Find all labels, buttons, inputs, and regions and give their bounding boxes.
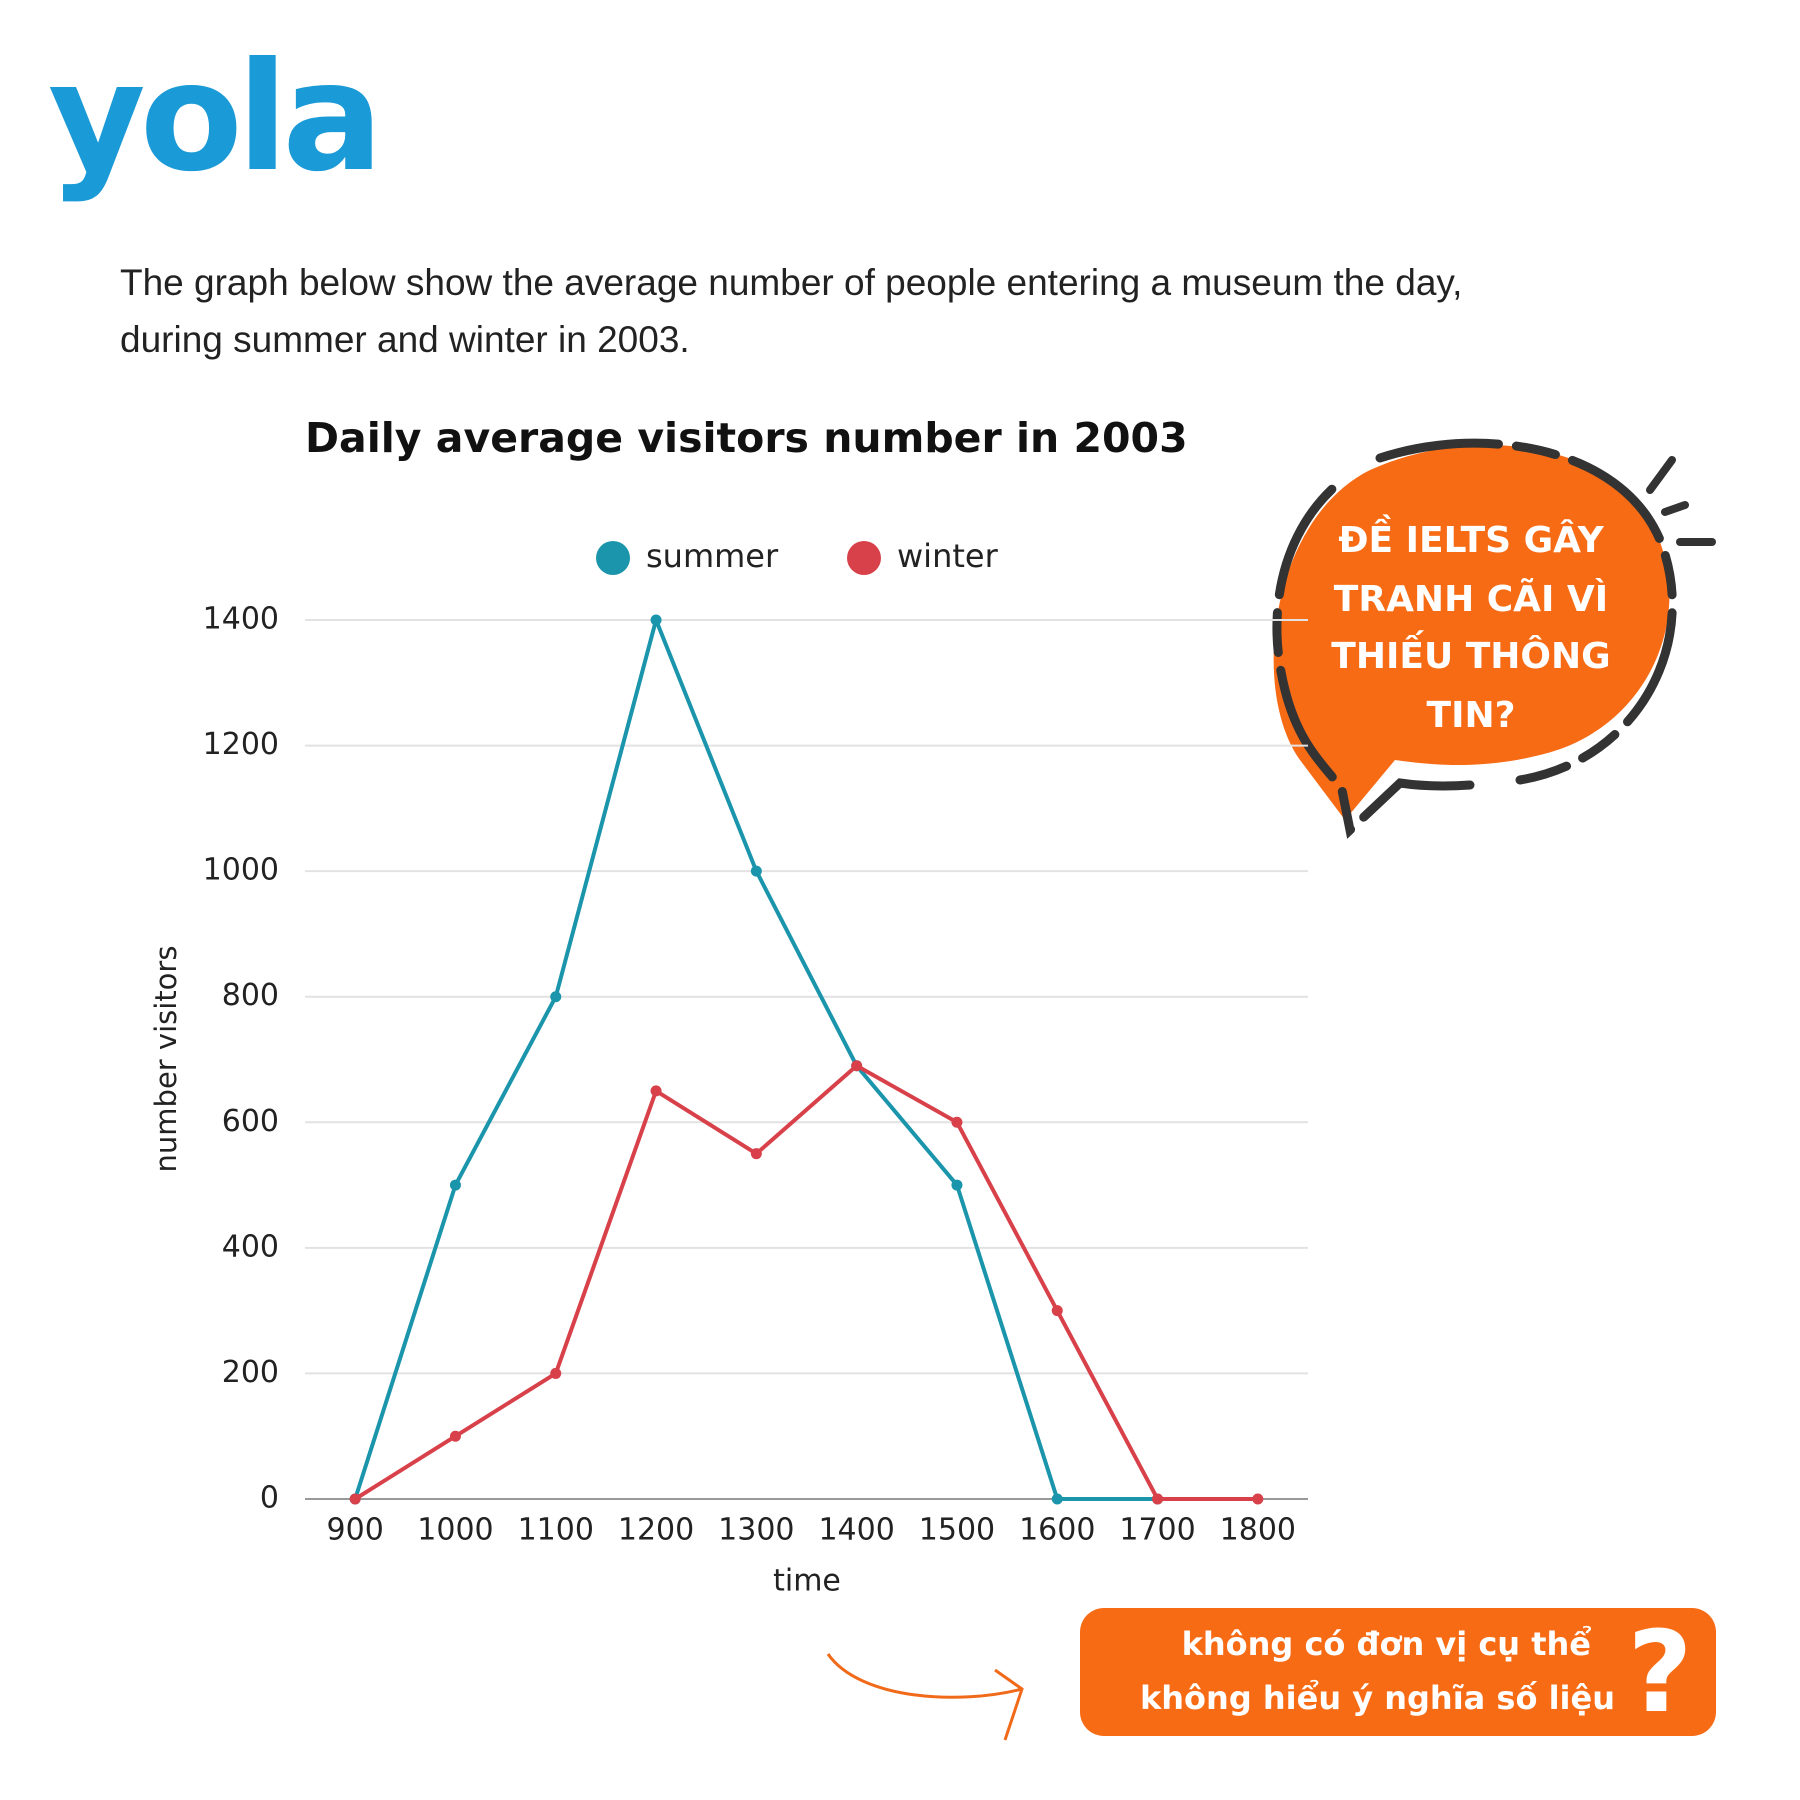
bubble-text: TIN? [1427, 695, 1516, 736]
x-tick-label: 1500 [919, 1513, 995, 1548]
bubble-text: TRANH CÃI VÌ [1334, 578, 1608, 620]
series-line [353, 618, 1158, 1501]
callout-mark: ? [1628, 1608, 1693, 1738]
series-line [354, 1063, 1258, 1501]
data-point [1051, 1493, 1063, 1505]
x-axis-title: time [773, 1564, 841, 1599]
chart-title: Daily average visitors number in 2003 [305, 414, 1188, 462]
callout: không có đơn vị cụ thể không hiểu ý nghĩ… [826, 1608, 1716, 1741]
y-tick-label: 200 [222, 1355, 279, 1390]
data-point [851, 1060, 863, 1072]
intro-line: during summer and winter in 2003. [120, 319, 690, 360]
legend-label: winter [897, 537, 999, 575]
y-tick-label: 1200 [203, 727, 279, 762]
x-tick-label: 1400 [818, 1513, 894, 1548]
legend-marker [847, 541, 881, 575]
legend-label: summer [646, 537, 779, 575]
data-point [1152, 1493, 1164, 1505]
y-tick-label: 600 [222, 1104, 279, 1139]
data-point [1252, 1493, 1264, 1505]
data-point [449, 1430, 461, 1442]
bubble-text: ĐỀ IELTS GÂY [1338, 514, 1604, 561]
intro-line: The graph below show the average number … [120, 262, 1462, 303]
data-point [550, 1367, 562, 1379]
logo: yola [48, 31, 377, 205]
x-tick-label: 1200 [618, 1513, 694, 1548]
y-axis-title: number visitors [149, 946, 183, 1173]
y-tick-label: 1000 [203, 853, 279, 888]
x-tick-label: 1800 [1220, 1513, 1296, 1548]
data-point [449, 1179, 461, 1191]
x-tick-label: 1100 [518, 1513, 594, 1548]
y-tick-label: 400 [222, 1229, 279, 1264]
legend-marker [596, 541, 630, 575]
data-point [550, 991, 562, 1003]
y-tick-label: 800 [222, 978, 279, 1013]
data-point [650, 1085, 662, 1097]
data-point [750, 1148, 762, 1160]
x-tick-label: 1300 [718, 1513, 794, 1548]
x-tick-label: 1600 [1019, 1513, 1095, 1548]
data-point [1051, 1305, 1063, 1317]
y-tick-label: 0 [260, 1481, 279, 1516]
y-tick-label: 1400 [203, 602, 279, 637]
callout-text: không hiểu ý nghĩa số liệu [1140, 1679, 1615, 1717]
speech-bubble: ĐỀ IELTS GÂY TRANH CÃI VÌ THIẾU THÔNG TI… [1272, 438, 1716, 839]
x-tick-label: 1700 [1119, 1513, 1195, 1548]
x-tick-label: 900 [327, 1513, 384, 1548]
callout-text: không có đơn vị cụ thể [1182, 1625, 1592, 1663]
data-point [750, 865, 762, 877]
x-tick-label: 1000 [417, 1513, 493, 1548]
data-point [951, 1116, 963, 1128]
data-point [951, 1179, 963, 1191]
bubble-text: THIẾU THÔNG [1331, 630, 1610, 677]
data-point [650, 614, 662, 626]
data-point [349, 1493, 361, 1505]
